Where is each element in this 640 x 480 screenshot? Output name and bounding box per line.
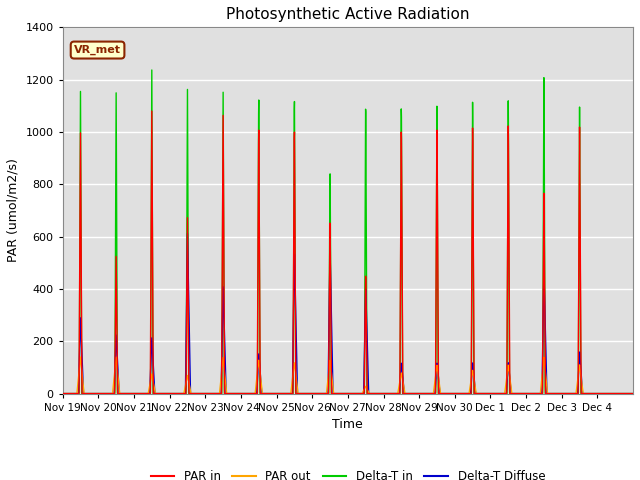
Legend: PAR in, PAR out, Delta-T in, Delta-T Diffuse: PAR in, PAR out, Delta-T in, Delta-T Dif…	[146, 466, 550, 480]
Title: Photosynthetic Active Radiation: Photosynthetic Active Radiation	[226, 7, 470, 22]
X-axis label: Time: Time	[332, 418, 364, 431]
Text: VR_met: VR_met	[74, 45, 121, 55]
Y-axis label: PAR (umol/m2/s): PAR (umol/m2/s)	[7, 158, 20, 263]
